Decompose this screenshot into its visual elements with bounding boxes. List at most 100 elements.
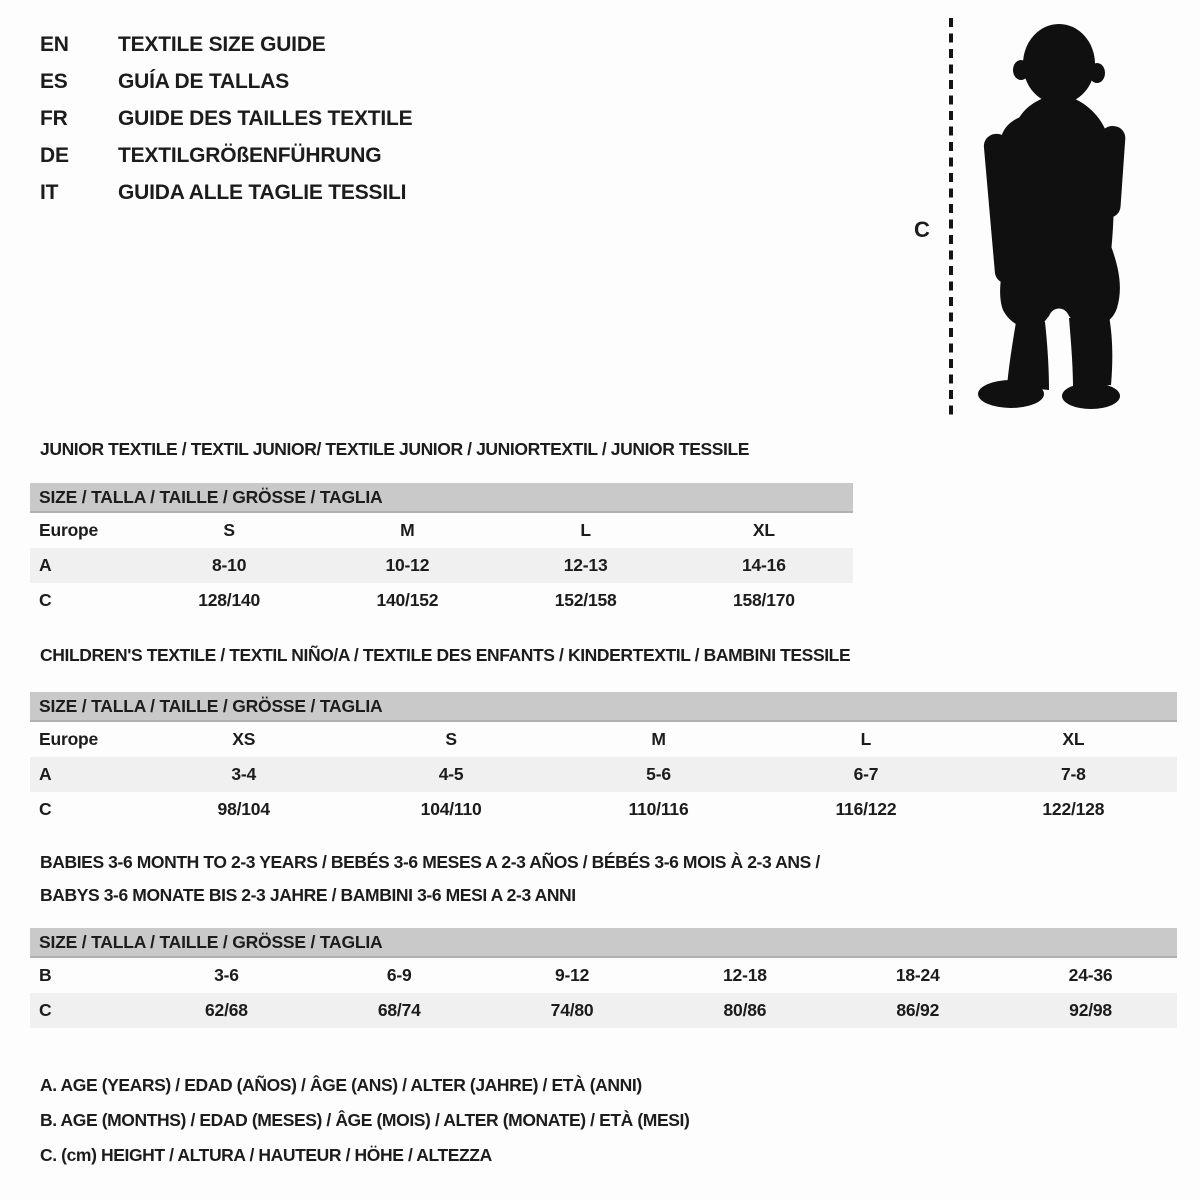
- table-cell: L: [860, 729, 872, 749]
- language-code: EN: [40, 32, 69, 56]
- legend-line: B. AGE (MONTHS) / EDAD (MESES) / ÂGE (MO…: [40, 1110, 690, 1130]
- table-cell: XL: [752, 520, 775, 540]
- size-table: SIZE / TALLA / TAILLE / GRÖSSE / TAGLIA …: [30, 928, 1177, 1028]
- language-code: ES: [40, 69, 68, 93]
- legend-line: C. (cm) HEIGHT / ALTURA / HAUTEUR / HÖHE…: [40, 1145, 492, 1165]
- table-cell: M: [651, 729, 666, 749]
- row-label: A: [39, 555, 52, 575]
- table-row: A 8-10 10-12 12-13 14-16: [30, 548, 853, 583]
- height-figure: C: [900, 10, 1158, 430]
- table-cell: 24-36: [1068, 965, 1113, 985]
- section-heading: BABYS 3-6 MONATE BIS 2-3 JAHRE / BAMBINI…: [40, 885, 576, 905]
- table-cell: 152/158: [554, 590, 617, 610]
- guide-title: GUÍA DE TALLAS: [118, 69, 290, 93]
- size-section: JUNIOR TEXTILE / TEXTIL JUNIOR/ TEXTILE …: [30, 433, 853, 618]
- table-cell: 6-7: [853, 764, 879, 784]
- table-cell: 122/128: [1042, 799, 1105, 819]
- size-header-label: SIZE / TALLA / TAILLE / GRÖSSE / TAGLIA: [39, 931, 383, 952]
- table-row: Europe XS S M L XL: [30, 722, 1177, 757]
- table-cell: 3-6: [214, 965, 239, 985]
- row-label: C: [39, 590, 52, 610]
- table-rows: B 3-6 6-9 9-12 12-18 18-24 24-36 C 62/68 68/74…: [30, 958, 1177, 1028]
- table-cell: 86/92: [896, 1000, 940, 1020]
- size-section: CHILDREN'S TEXTILE / TEXTIL NIÑO/A / TEX…: [30, 639, 1177, 827]
- table-cell: 5-6: [646, 764, 671, 784]
- table-cell: 140/152: [376, 590, 439, 610]
- section-heading-block: BABIES 3-6 MONTH TO 2-3 YEARS / BEBÉS 3-…: [30, 846, 1177, 912]
- guide-title: TEXTILE SIZE GUIDE: [118, 32, 326, 56]
- guide-title: TEXTILGRÖßENFÜHRUNG: [118, 143, 382, 167]
- height-measure-dashed-line: [949, 18, 953, 416]
- language-row: FR GUIDE DES TAILLES TEXTILE: [40, 100, 413, 137]
- size-header-bar: SIZE / TALLA / TAILLE / GRÖSSE / TAGLIA: [30, 928, 1177, 958]
- table-row: C 128/140 140/152 152/158 158/170: [30, 583, 853, 618]
- section-heading: JUNIOR TEXTILE / TEXTIL JUNIOR/ TEXTILE …: [40, 439, 750, 459]
- language-row: IT GUIDA ALLE TAGLIE TESSILI: [40, 174, 412, 211]
- language-row: ES GUÍA DE TALLAS: [40, 63, 412, 100]
- table-cell: 9-12: [554, 965, 590, 985]
- guide-title: GUIDA ALLE TAGLIE TESSILI: [118, 180, 407, 204]
- table-cell: 3-4: [231, 764, 257, 784]
- table-cell: 8-10: [212, 555, 247, 575]
- table-cell: 74/80: [550, 1000, 594, 1020]
- language-row: DE TEXTILGRÖßENFÜHRUNG: [40, 137, 412, 174]
- row-label: Europe: [39, 729, 99, 749]
- table-row: A 3-4 4-5 5-6 6-7 7-8: [30, 757, 1177, 792]
- table-cell: 7-8: [1060, 764, 1086, 784]
- table-row: Europe S M L XL: [30, 513, 853, 548]
- table-cell: 110/116: [628, 799, 689, 819]
- table-cell: 18-24: [895, 965, 940, 985]
- toddler-silhouette-icon: [978, 24, 1126, 409]
- language-title-list: EN TEXTILE SIZE GUIDE ES GUÍA DE TALLAS …: [40, 26, 413, 211]
- table-cell: 12-13: [563, 555, 608, 575]
- section-heading-block: CHILDREN'S TEXTILE / TEXTIL NIÑO/A / TEX…: [30, 639, 1177, 672]
- legend-line: A. AGE (YEARS) / EDAD (AÑOS) / ÂGE (ANS)…: [40, 1075, 642, 1095]
- language-row: EN TEXTILE SIZE GUIDE: [40, 26, 412, 63]
- row-label: Europe: [39, 520, 99, 540]
- table-cell: M: [400, 520, 415, 540]
- table-cell: S: [445, 729, 457, 749]
- height-measure-label: C: [914, 217, 930, 242]
- table-cell: 116/122: [835, 799, 897, 819]
- table-cell: S: [223, 520, 235, 540]
- row-label: A: [39, 764, 52, 784]
- table-cell: 12-18: [723, 965, 767, 985]
- row-label: B: [39, 965, 52, 985]
- table-cell: 128/140: [198, 590, 261, 610]
- table-cell: 158/170: [732, 590, 795, 610]
- row-label: C: [39, 799, 52, 819]
- guide-title: GUIDE DES TAILLES TEXTILE: [118, 106, 413, 130]
- table-cell: 6-9: [386, 965, 412, 985]
- size-header-label: SIZE / TALLA / TAILLE / GRÖSSE / TAGLIA: [39, 486, 383, 507]
- table-rows: Europe XS S M L XL A 3-4 4-5 5-6 6-7 7-8 C 98/10…: [30, 722, 1177, 827]
- table-rows: Europe S M L XL A 8-10 10-12 12-13 14-16 C 128…: [30, 513, 853, 618]
- size-header-bar: SIZE / TALLA / TAILLE / GRÖSSE / TAGLIA: [30, 483, 853, 513]
- size-section: BABIES 3-6 MONTH TO 2-3 YEARS / BEBÉS 3-…: [30, 846, 1177, 1028]
- table-cell: XL: [1062, 729, 1085, 749]
- size-header-label: SIZE / TALLA / TAILLE / GRÖSSE / TAGLIA: [39, 695, 383, 716]
- table-row: C 98/104 104/110 110/116 116/122 122/128: [30, 792, 1177, 827]
- row-label: C: [39, 1000, 52, 1020]
- section-heading: BABIES 3-6 MONTH TO 2-3 YEARS / BEBÉS 3-…: [40, 852, 820, 872]
- table-cell: 98/104: [217, 799, 271, 819]
- legend: A. AGE (YEARS) / EDAD (AÑOS) / ÂGE (ANS)…: [40, 1068, 690, 1173]
- language-code: IT: [40, 180, 59, 204]
- table-cell: 62/68: [205, 1000, 248, 1020]
- table-cell: 92/98: [1069, 1000, 1112, 1020]
- section-heading-block: JUNIOR TEXTILE / TEXTIL JUNIOR/ TEXTILE …: [30, 433, 853, 466]
- table-cell: 10-12: [385, 555, 430, 575]
- table-row: B 3-6 6-9 9-12 12-18 18-24 24-36: [30, 958, 1177, 993]
- language-code: FR: [40, 106, 68, 130]
- size-header-bar: SIZE / TALLA / TAILLE / GRÖSSE / TAGLIA: [30, 692, 1177, 722]
- table-row: C 62/68 68/74 74/80 80/86 86/92 92/98: [30, 993, 1177, 1028]
- table-cell: L: [580, 520, 591, 540]
- table-cell: 80/86: [723, 1000, 767, 1020]
- size-table: SIZE / TALLA / TAILLE / GRÖSSE / TAGLIA …: [30, 483, 853, 618]
- table-cell: 104/110: [420, 799, 482, 819]
- section-heading: CHILDREN'S TEXTILE / TEXTIL NIÑO/A / TEX…: [40, 645, 851, 665]
- language-code: DE: [40, 143, 69, 167]
- table-cell: 14-16: [741, 555, 786, 575]
- size-table: SIZE / TALLA / TAILLE / GRÖSSE / TAGLIA …: [30, 692, 1177, 827]
- table-cell: 68/74: [377, 1000, 421, 1020]
